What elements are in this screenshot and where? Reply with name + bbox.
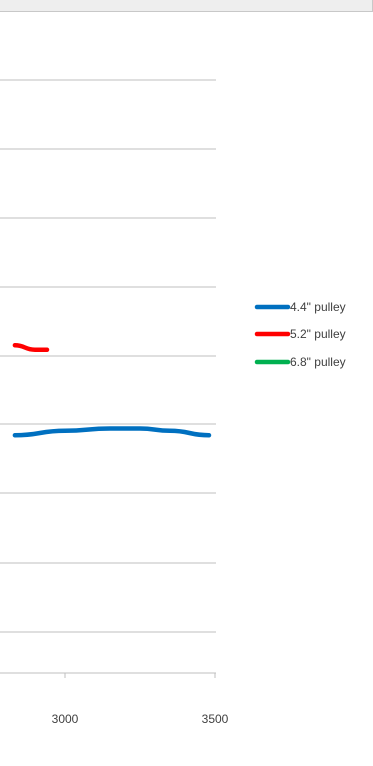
legend-label: 6.8" pulley: [290, 355, 346, 369]
legend: 4.4" pulley 5.2" pulley 6.8" pulley: [254, 300, 346, 369]
series-line: [12, 426, 212, 438]
series-lines: [12, 343, 212, 438]
legend-label: 4.4" pulley: [290, 300, 346, 314]
x-ticks: 3000 3500: [52, 673, 229, 726]
gridlines: [0, 79, 216, 633]
legend-label: 5.2" pulley: [290, 327, 346, 341]
series-line: [12, 343, 50, 352]
x-tick-label: 3000: [52, 712, 79, 726]
x-tick-label: 3500: [202, 712, 229, 726]
